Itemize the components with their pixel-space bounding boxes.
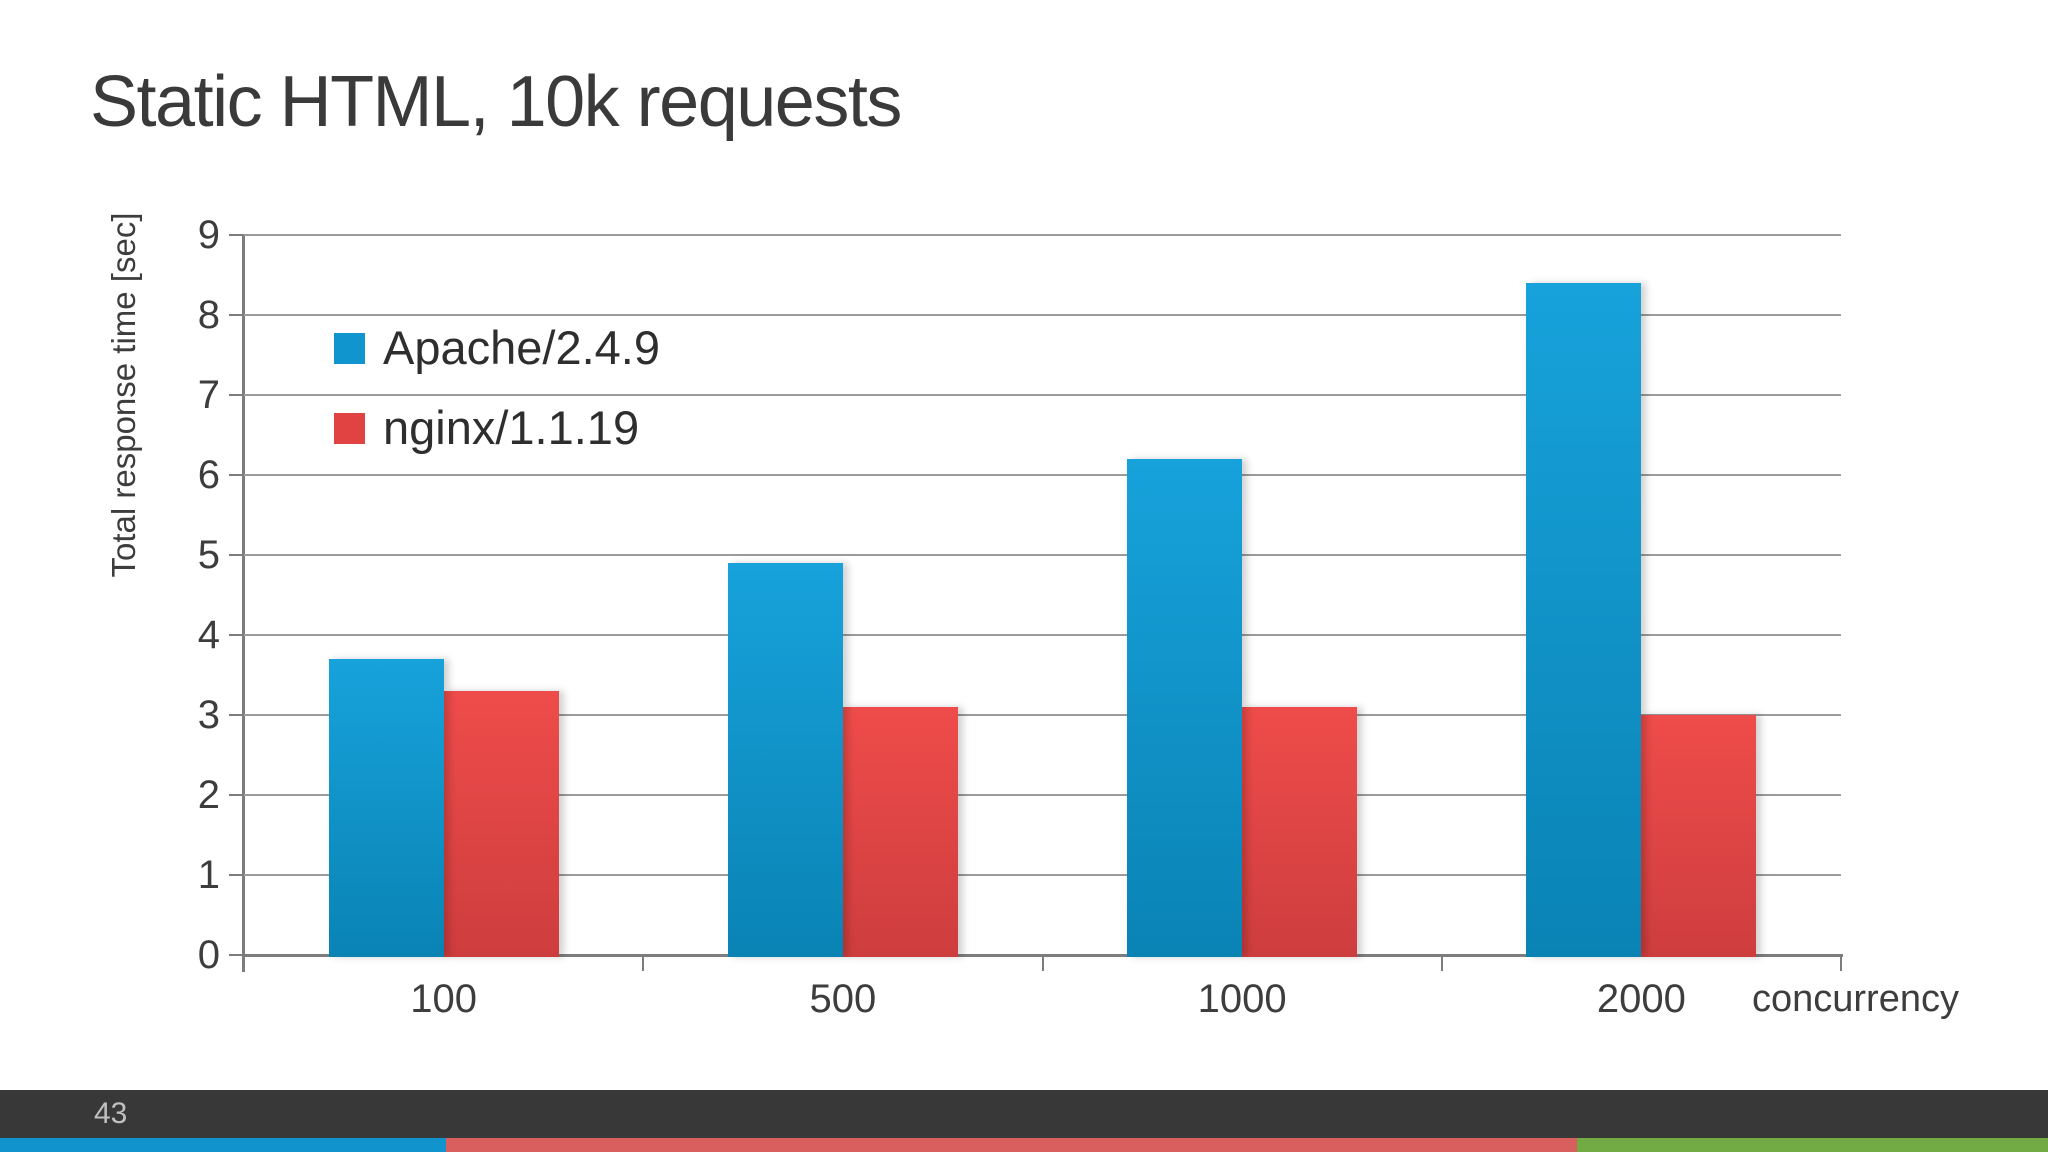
x-axis-title: concurrency xyxy=(1752,978,1959,1020)
bar-nginx-1-1-19 xyxy=(1242,707,1358,957)
legend-swatch xyxy=(334,332,365,364)
y-axis-tick-mark xyxy=(229,234,244,236)
y-axis-tick-mark xyxy=(229,634,244,636)
y-tick-label: 8 xyxy=(197,293,220,337)
accent-strip xyxy=(0,1138,2048,1152)
gridline xyxy=(244,474,1841,476)
bar-nginx-1-1-19 xyxy=(443,691,559,957)
gridline xyxy=(244,234,1841,236)
y-tick-label: 9 xyxy=(197,213,220,257)
y-tick-label: 4 xyxy=(197,613,220,657)
y-axis-tick-mark xyxy=(229,874,244,876)
page-number: 43 xyxy=(94,1097,128,1130)
gridline xyxy=(244,314,1841,316)
bar-apache-2-4-9 xyxy=(328,659,444,957)
gridline xyxy=(244,874,1841,876)
y-axis-tick-mark xyxy=(229,794,244,796)
bar-apache-2-4-9 xyxy=(727,563,843,957)
x-axis-tick-mark xyxy=(1840,955,1842,971)
legend-row: Apache/2.4.9 xyxy=(334,321,660,375)
legend-label: Apache/2.4.9 xyxy=(383,321,660,374)
gridline xyxy=(244,394,1841,396)
x-axis-tick-mark xyxy=(1440,955,1443,971)
accent-strip-segment-1 xyxy=(0,1138,447,1152)
legend-label: nginx/1.1.19 xyxy=(383,401,640,454)
y-axis-tick-mark xyxy=(229,474,244,476)
bar-nginx-1-1-19 xyxy=(1641,715,1757,957)
bar-apache-2-4-9 xyxy=(1526,283,1642,957)
y-axis-tick-mark xyxy=(229,554,244,556)
x-axis-tick-mark xyxy=(1041,955,1044,971)
y-axis-tick-mark xyxy=(229,954,244,956)
gridline xyxy=(244,554,1841,556)
x-tick-label: 100 xyxy=(410,977,477,1021)
y-axis-tick-mark xyxy=(229,394,244,396)
y-tick-label: 7 xyxy=(197,373,220,417)
x-tick-label: 500 xyxy=(809,977,877,1021)
legend-row: nginx/1.1.19 xyxy=(334,401,660,455)
accent-strip-segment-2 xyxy=(446,1138,1577,1152)
x-axis-tick-mark xyxy=(642,955,645,971)
y-tick-label: 3 xyxy=(197,693,220,737)
x-tick-label: 1000 xyxy=(1197,977,1287,1021)
y-tick-label: 6 xyxy=(197,453,220,497)
y-tick-label: 1 xyxy=(197,853,220,897)
x-tick-label: 2000 xyxy=(1596,977,1686,1021)
bar-chart: Total response time [sec] Apache/2.4.9 ng… xyxy=(105,213,1959,1022)
chart-legend: Apache/2.4.9 nginx/1.1.19 xyxy=(334,321,660,455)
legend-swatch xyxy=(334,412,365,444)
bar-apache-2-4-9 xyxy=(1127,459,1243,957)
y-axis-tick-mark xyxy=(229,714,244,716)
y-axis-line xyxy=(242,234,245,972)
gridline xyxy=(244,634,1841,636)
y-tick-label: 2 xyxy=(197,773,220,817)
y-tick-label: 0 xyxy=(197,933,220,977)
x-axis-tick-mark xyxy=(243,955,245,971)
y-tick-label: 5 xyxy=(197,533,220,577)
gridline xyxy=(244,794,1841,796)
slide-title: Static HTML, 10k requests xyxy=(90,62,902,142)
plot-area: Apache/2.4.9 nginx/1.1.19 xyxy=(244,234,1841,957)
gridline xyxy=(244,714,1841,716)
bar-nginx-1-1-19 xyxy=(842,707,958,957)
footer-bar: 43 xyxy=(0,1090,2048,1138)
y-axis-tick-mark xyxy=(229,314,244,316)
accent-strip-segment-3 xyxy=(1576,1138,2048,1152)
